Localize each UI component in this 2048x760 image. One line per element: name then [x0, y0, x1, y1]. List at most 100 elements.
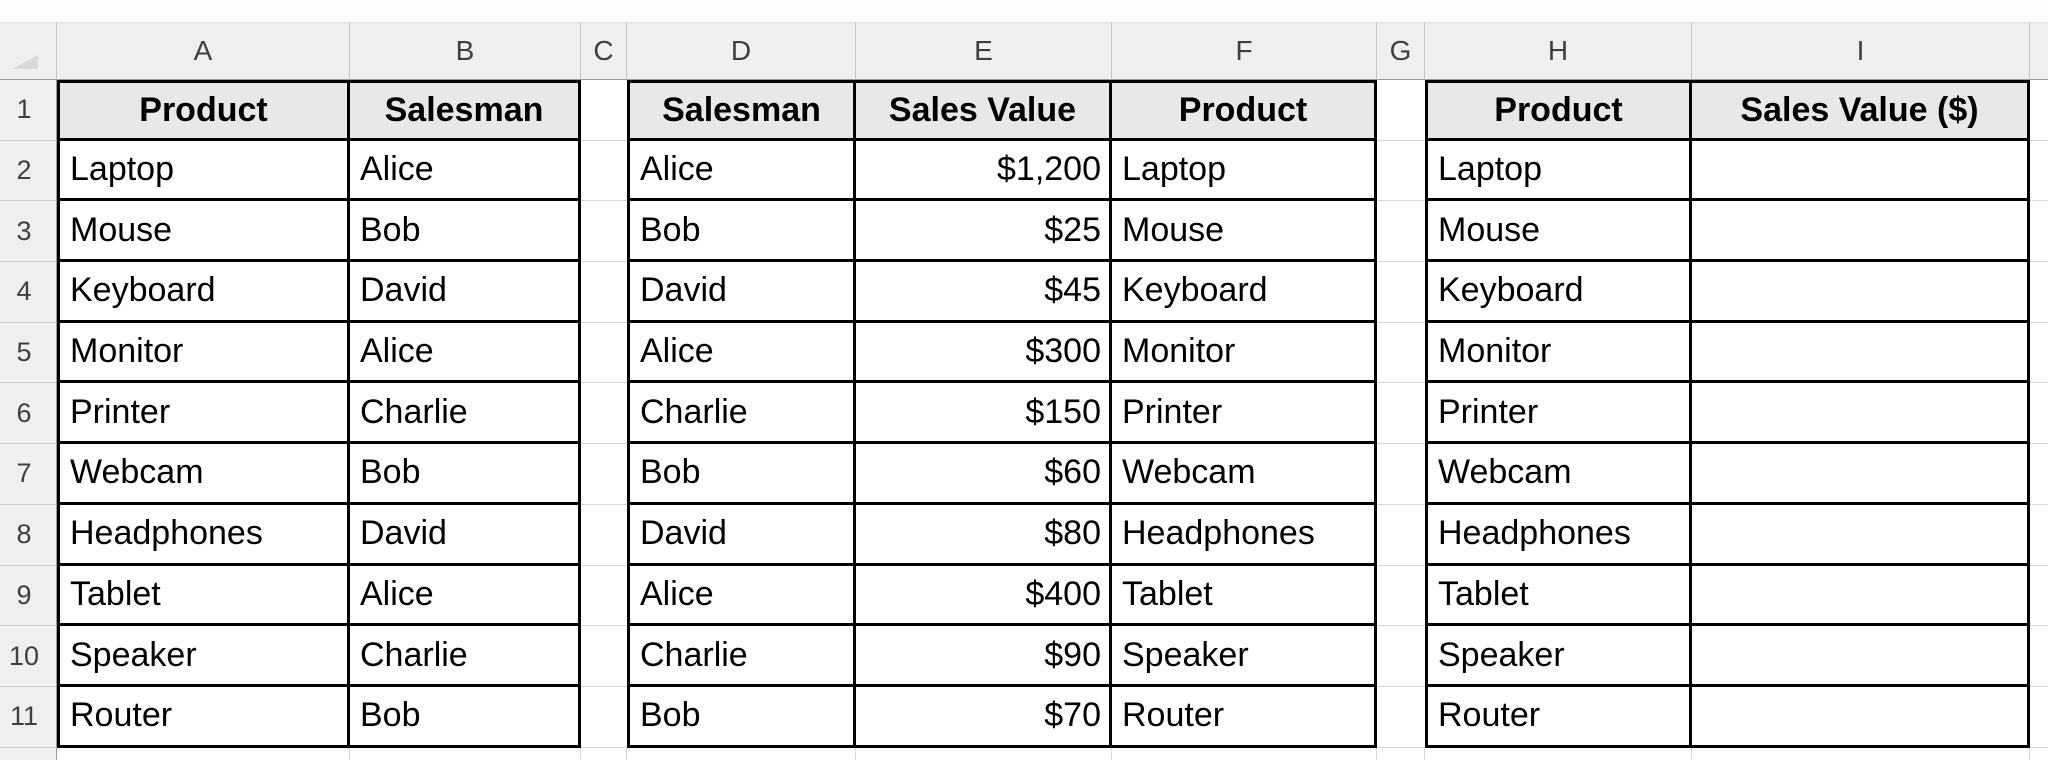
- cell-G11[interactable]: [1377, 686, 1425, 748]
- cell-B11[interactable]: Bob: [350, 686, 581, 748]
- cell-C5[interactable]: [581, 322, 627, 384]
- cell-H12-partial[interactable]: [1425, 747, 1692, 760]
- cell-F5[interactable]: Monitor: [1112, 322, 1377, 384]
- row-header-6[interactable]: 6: [0, 383, 57, 445]
- cell-E4[interactable]: $45: [856, 262, 1112, 323]
- cell-D7[interactable]: Bob: [627, 444, 856, 505]
- cell-F6[interactable]: Printer: [1112, 383, 1377, 445]
- row-header-12-partial[interactable]: [0, 747, 57, 760]
- cell-H5[interactable]: Monitor: [1425, 322, 1692, 384]
- cell-I11[interactable]: [1692, 686, 2030, 748]
- row-header-3[interactable]: 3: [0, 201, 57, 263]
- cell-I4[interactable]: [1692, 262, 2030, 323]
- cell-I1[interactable]: Sales Value ($): [1692, 80, 2030, 141]
- cell-I7[interactable]: [1692, 444, 2030, 505]
- cell-C11[interactable]: [581, 686, 627, 748]
- row-header-7[interactable]: 7: [0, 444, 57, 505]
- cell-G6[interactable]: [1377, 383, 1425, 445]
- cell-E8[interactable]: $80: [856, 504, 1112, 566]
- cell-C1[interactable]: [581, 80, 627, 141]
- cell-B5[interactable]: Alice: [350, 322, 581, 384]
- cell-F4[interactable]: Keyboard: [1112, 262, 1377, 323]
- cell-H4[interactable]: Keyboard: [1425, 262, 1692, 323]
- cell-A4[interactable]: Keyboard: [57, 262, 350, 323]
- cell-E7[interactable]: $60: [856, 444, 1112, 505]
- col-header-A[interactable]: A: [57, 23, 350, 80]
- cell-I3[interactable]: [1692, 201, 2030, 263]
- cell-B4[interactable]: David: [350, 262, 581, 323]
- cell-A12-partial[interactable]: [57, 747, 350, 760]
- cell-G1[interactable]: [1377, 80, 1425, 141]
- cell-F1[interactable]: Product: [1112, 80, 1377, 141]
- cell-B1[interactable]: Salesman: [350, 80, 581, 141]
- cell-F3[interactable]: Mouse: [1112, 201, 1377, 263]
- row-header-8[interactable]: 8: [0, 504, 57, 566]
- cell-F9[interactable]: Tablet: [1112, 565, 1377, 627]
- cell-G10[interactable]: [1377, 626, 1425, 687]
- cell-B12-partial[interactable]: [350, 747, 581, 760]
- cell-E10[interactable]: $90: [856, 626, 1112, 687]
- cell-A6[interactable]: Printer: [57, 383, 350, 445]
- cell-D9[interactable]: Alice: [627, 565, 856, 627]
- cell-D1[interactable]: Salesman: [627, 80, 856, 141]
- cell-E3[interactable]: $25: [856, 201, 1112, 263]
- col-header-G[interactable]: G: [1377, 23, 1425, 80]
- cell-C7[interactable]: [581, 444, 627, 505]
- cell-I5[interactable]: [1692, 322, 2030, 384]
- cell-I6[interactable]: [1692, 383, 2030, 445]
- cell-D11[interactable]: Bob: [627, 686, 856, 748]
- cell-F8[interactable]: Headphones: [1112, 504, 1377, 566]
- cell-E1[interactable]: Sales Value: [856, 80, 1112, 141]
- cell-H11[interactable]: Router: [1425, 686, 1692, 748]
- cell-H6[interactable]: Printer: [1425, 383, 1692, 445]
- row-header-4[interactable]: 4: [0, 262, 57, 323]
- select-all-corner[interactable]: [0, 23, 57, 80]
- cell-B9[interactable]: Alice: [350, 565, 581, 627]
- cell-F12-partial[interactable]: [1112, 747, 1377, 760]
- cell-G2[interactable]: [1377, 140, 1425, 202]
- cell-G7[interactable]: [1377, 444, 1425, 505]
- cell-H9[interactable]: Tablet: [1425, 565, 1692, 627]
- cell-I8[interactable]: [1692, 504, 2030, 566]
- cell-A3[interactable]: Mouse: [57, 201, 350, 263]
- row-header-11[interactable]: 11: [0, 686, 57, 748]
- cell-F2[interactable]: Laptop: [1112, 140, 1377, 202]
- cell-B10[interactable]: Charlie: [350, 626, 581, 687]
- cell-G4[interactable]: [1377, 262, 1425, 323]
- row-header-10[interactable]: 10: [0, 626, 57, 687]
- col-header-I[interactable]: I: [1692, 23, 2030, 80]
- cell-A1[interactable]: Product: [57, 80, 350, 141]
- cell-F10[interactable]: Speaker: [1112, 626, 1377, 687]
- cell-B3[interactable]: Bob: [350, 201, 581, 263]
- col-header-H[interactable]: H: [1425, 23, 1692, 80]
- cell-C10[interactable]: [581, 626, 627, 687]
- cell-H10[interactable]: Speaker: [1425, 626, 1692, 687]
- cell-I2[interactable]: [1692, 140, 2030, 202]
- cell-B8[interactable]: David: [350, 504, 581, 566]
- cell-I9[interactable]: [1692, 565, 2030, 627]
- cell-A7[interactable]: Webcam: [57, 444, 350, 505]
- cell-C6[interactable]: [581, 383, 627, 445]
- cell-H1[interactable]: Product: [1425, 80, 1692, 141]
- cell-G12-partial[interactable]: [1377, 747, 1425, 760]
- cell-E11[interactable]: $70: [856, 686, 1112, 748]
- cell-I10[interactable]: [1692, 626, 2030, 687]
- cell-C12-partial[interactable]: [581, 747, 627, 760]
- cell-D5[interactable]: Alice: [627, 322, 856, 384]
- cell-B6[interactable]: Charlie: [350, 383, 581, 445]
- cell-F11[interactable]: Router: [1112, 686, 1377, 748]
- cell-A11[interactable]: Router: [57, 686, 350, 748]
- col-header-B[interactable]: B: [350, 23, 581, 80]
- cell-B2[interactable]: Alice: [350, 140, 581, 202]
- cell-I12-partial[interactable]: [1692, 747, 2030, 760]
- cell-E2[interactable]: $1,200: [856, 140, 1112, 202]
- cell-E12-partial[interactable]: [856, 747, 1112, 760]
- cell-H7[interactable]: Webcam: [1425, 444, 1692, 505]
- row-header-9[interactable]: 9: [0, 565, 57, 627]
- cell-D8[interactable]: David: [627, 504, 856, 566]
- cell-G5[interactable]: [1377, 322, 1425, 384]
- cell-C2[interactable]: [581, 140, 627, 202]
- col-header-C[interactable]: C: [581, 23, 627, 80]
- cell-B7[interactable]: Bob: [350, 444, 581, 505]
- cell-E6[interactable]: $150: [856, 383, 1112, 445]
